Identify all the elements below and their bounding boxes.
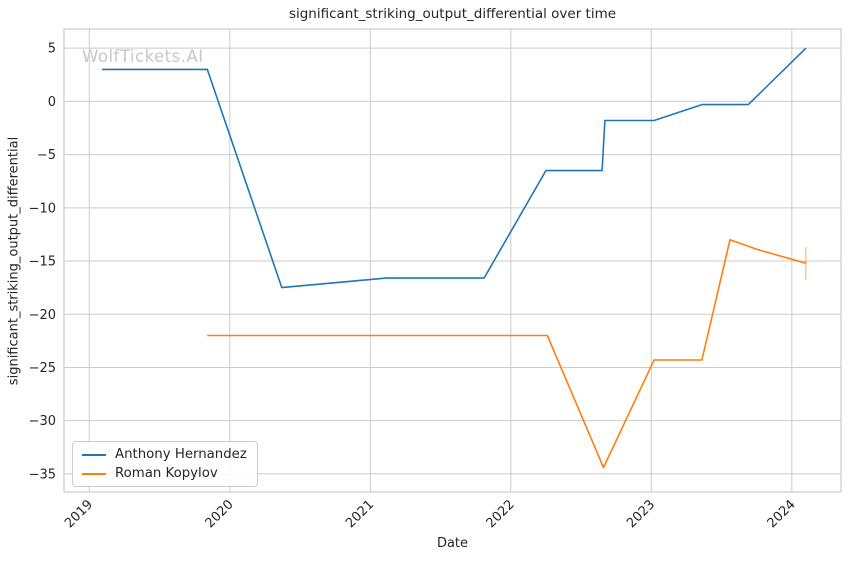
legend-label: Anthony Hernandez bbox=[115, 447, 247, 462]
legend-label: Roman Kopylov bbox=[115, 466, 218, 481]
y-tick-label: −20 bbox=[29, 308, 56, 323]
y-tick-label: −15 bbox=[29, 255, 56, 270]
y-tick-label: −10 bbox=[29, 201, 56, 216]
series-line-1 bbox=[207, 238, 807, 469]
series-line-0 bbox=[101, 47, 807, 289]
x-tick-label: 2024 bbox=[765, 497, 799, 531]
x-tick-label: 2023 bbox=[624, 497, 658, 531]
x-tick-label: 2019 bbox=[62, 497, 96, 531]
y-tick-label: −25 bbox=[29, 361, 56, 376]
y-tick-label: 0 bbox=[48, 95, 56, 110]
legend-item: Anthony Hernandez bbox=[82, 446, 247, 463]
x-axis-label: Date bbox=[436, 536, 469, 551]
y-tick-label: −30 bbox=[29, 414, 56, 429]
x-tick-label: 2020 bbox=[203, 497, 237, 531]
x-tick-label: 2022 bbox=[484, 497, 518, 531]
legend-item: Roman Kopylov bbox=[82, 465, 247, 482]
watermark: WolfTickets.AI bbox=[82, 47, 204, 66]
legend-swatch-line-icon bbox=[82, 453, 106, 456]
legend-swatch-line-icon bbox=[82, 472, 106, 475]
plot-border bbox=[63, 28, 842, 493]
y-tick-label: −35 bbox=[29, 467, 56, 482]
x-tick-label: 2021 bbox=[343, 497, 377, 531]
y-tick-label: 5 bbox=[48, 42, 56, 57]
chart-title: significant_striking_output_differential… bbox=[288, 6, 617, 22]
legend: Anthony Hernandez Roman Kopylov bbox=[72, 441, 258, 487]
y-tick-label: −5 bbox=[37, 148, 56, 163]
